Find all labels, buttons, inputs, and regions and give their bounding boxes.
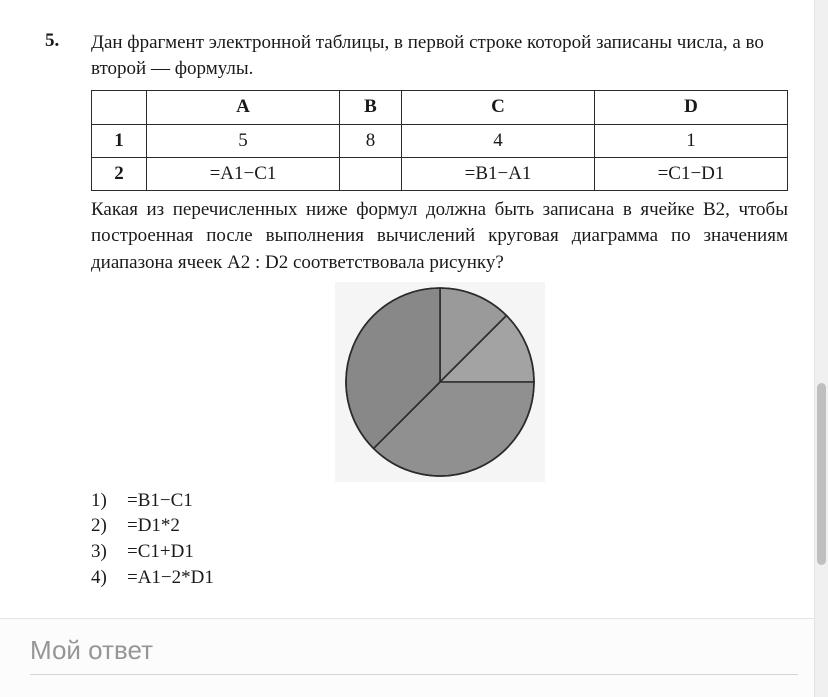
problem-number: 5. bbox=[45, 30, 69, 590]
option-text: =D1*2 bbox=[127, 513, 180, 539]
col-header: A bbox=[147, 91, 340, 124]
cell: =C1−D1 bbox=[595, 157, 788, 190]
col-header: D bbox=[595, 91, 788, 124]
option-number: 2) bbox=[91, 513, 117, 539]
pie-chart-wrap bbox=[91, 282, 788, 482]
problem: 5. Дан фрагмент электронной таблицы, в п… bbox=[45, 30, 788, 590]
scrollbar-thumb[interactable] bbox=[817, 383, 826, 564]
problem-question: Какая из перечисленных ниже формул должн… bbox=[91, 197, 788, 276]
answer-options: 1) =B1−C1 2) =D1*2 3) =C1+D1 4) =A1−2*D1 bbox=[91, 488, 788, 591]
cell: 1 bbox=[595, 124, 788, 157]
answer-area[interactable]: Мой ответ bbox=[0, 618, 828, 697]
problem-intro: Дан фрагмент электронной таблицы, в перв… bbox=[91, 30, 788, 82]
cell: 8 bbox=[339, 124, 401, 157]
option: 4) =A1−2*D1 bbox=[91, 565, 788, 591]
cell bbox=[339, 157, 401, 190]
cell: 4 bbox=[402, 124, 595, 157]
scrollbar[interactable] bbox=[814, 0, 828, 697]
cell: =B1−A1 bbox=[402, 157, 595, 190]
option: 3) =C1+D1 bbox=[91, 539, 788, 565]
option-number: 4) bbox=[91, 565, 117, 591]
option-text: =B1−C1 bbox=[127, 488, 193, 514]
row-header: 1 bbox=[92, 124, 147, 157]
problem-page: 5. Дан фрагмент электронной таблицы, в п… bbox=[0, 0, 828, 590]
answer-placeholder: Мой ответ bbox=[30, 635, 153, 665]
option-number: 1) bbox=[91, 488, 117, 514]
row-header: 2 bbox=[92, 157, 147, 190]
option: 2) =D1*2 bbox=[91, 513, 788, 539]
option: 1) =B1−C1 bbox=[91, 488, 788, 514]
spreadsheet-table: A B C D 1 5 8 4 1 2 =A1−C1 =B1−A1 bbox=[91, 90, 788, 191]
table-corner bbox=[92, 91, 147, 124]
col-header: C bbox=[402, 91, 595, 124]
cell: 5 bbox=[147, 124, 340, 157]
problem-body: Дан фрагмент электронной таблицы, в перв… bbox=[91, 30, 788, 590]
cell: =A1−C1 bbox=[147, 157, 340, 190]
table-row: 2 =A1−C1 =B1−A1 =C1−D1 bbox=[92, 157, 788, 190]
option-text: =C1+D1 bbox=[127, 539, 194, 565]
option-text: =A1−2*D1 bbox=[127, 565, 214, 591]
pie-chart bbox=[335, 282, 545, 482]
col-header: B bbox=[339, 91, 401, 124]
table-row: 1 5 8 4 1 bbox=[92, 124, 788, 157]
table-header-row: A B C D bbox=[92, 91, 788, 124]
option-number: 3) bbox=[91, 539, 117, 565]
